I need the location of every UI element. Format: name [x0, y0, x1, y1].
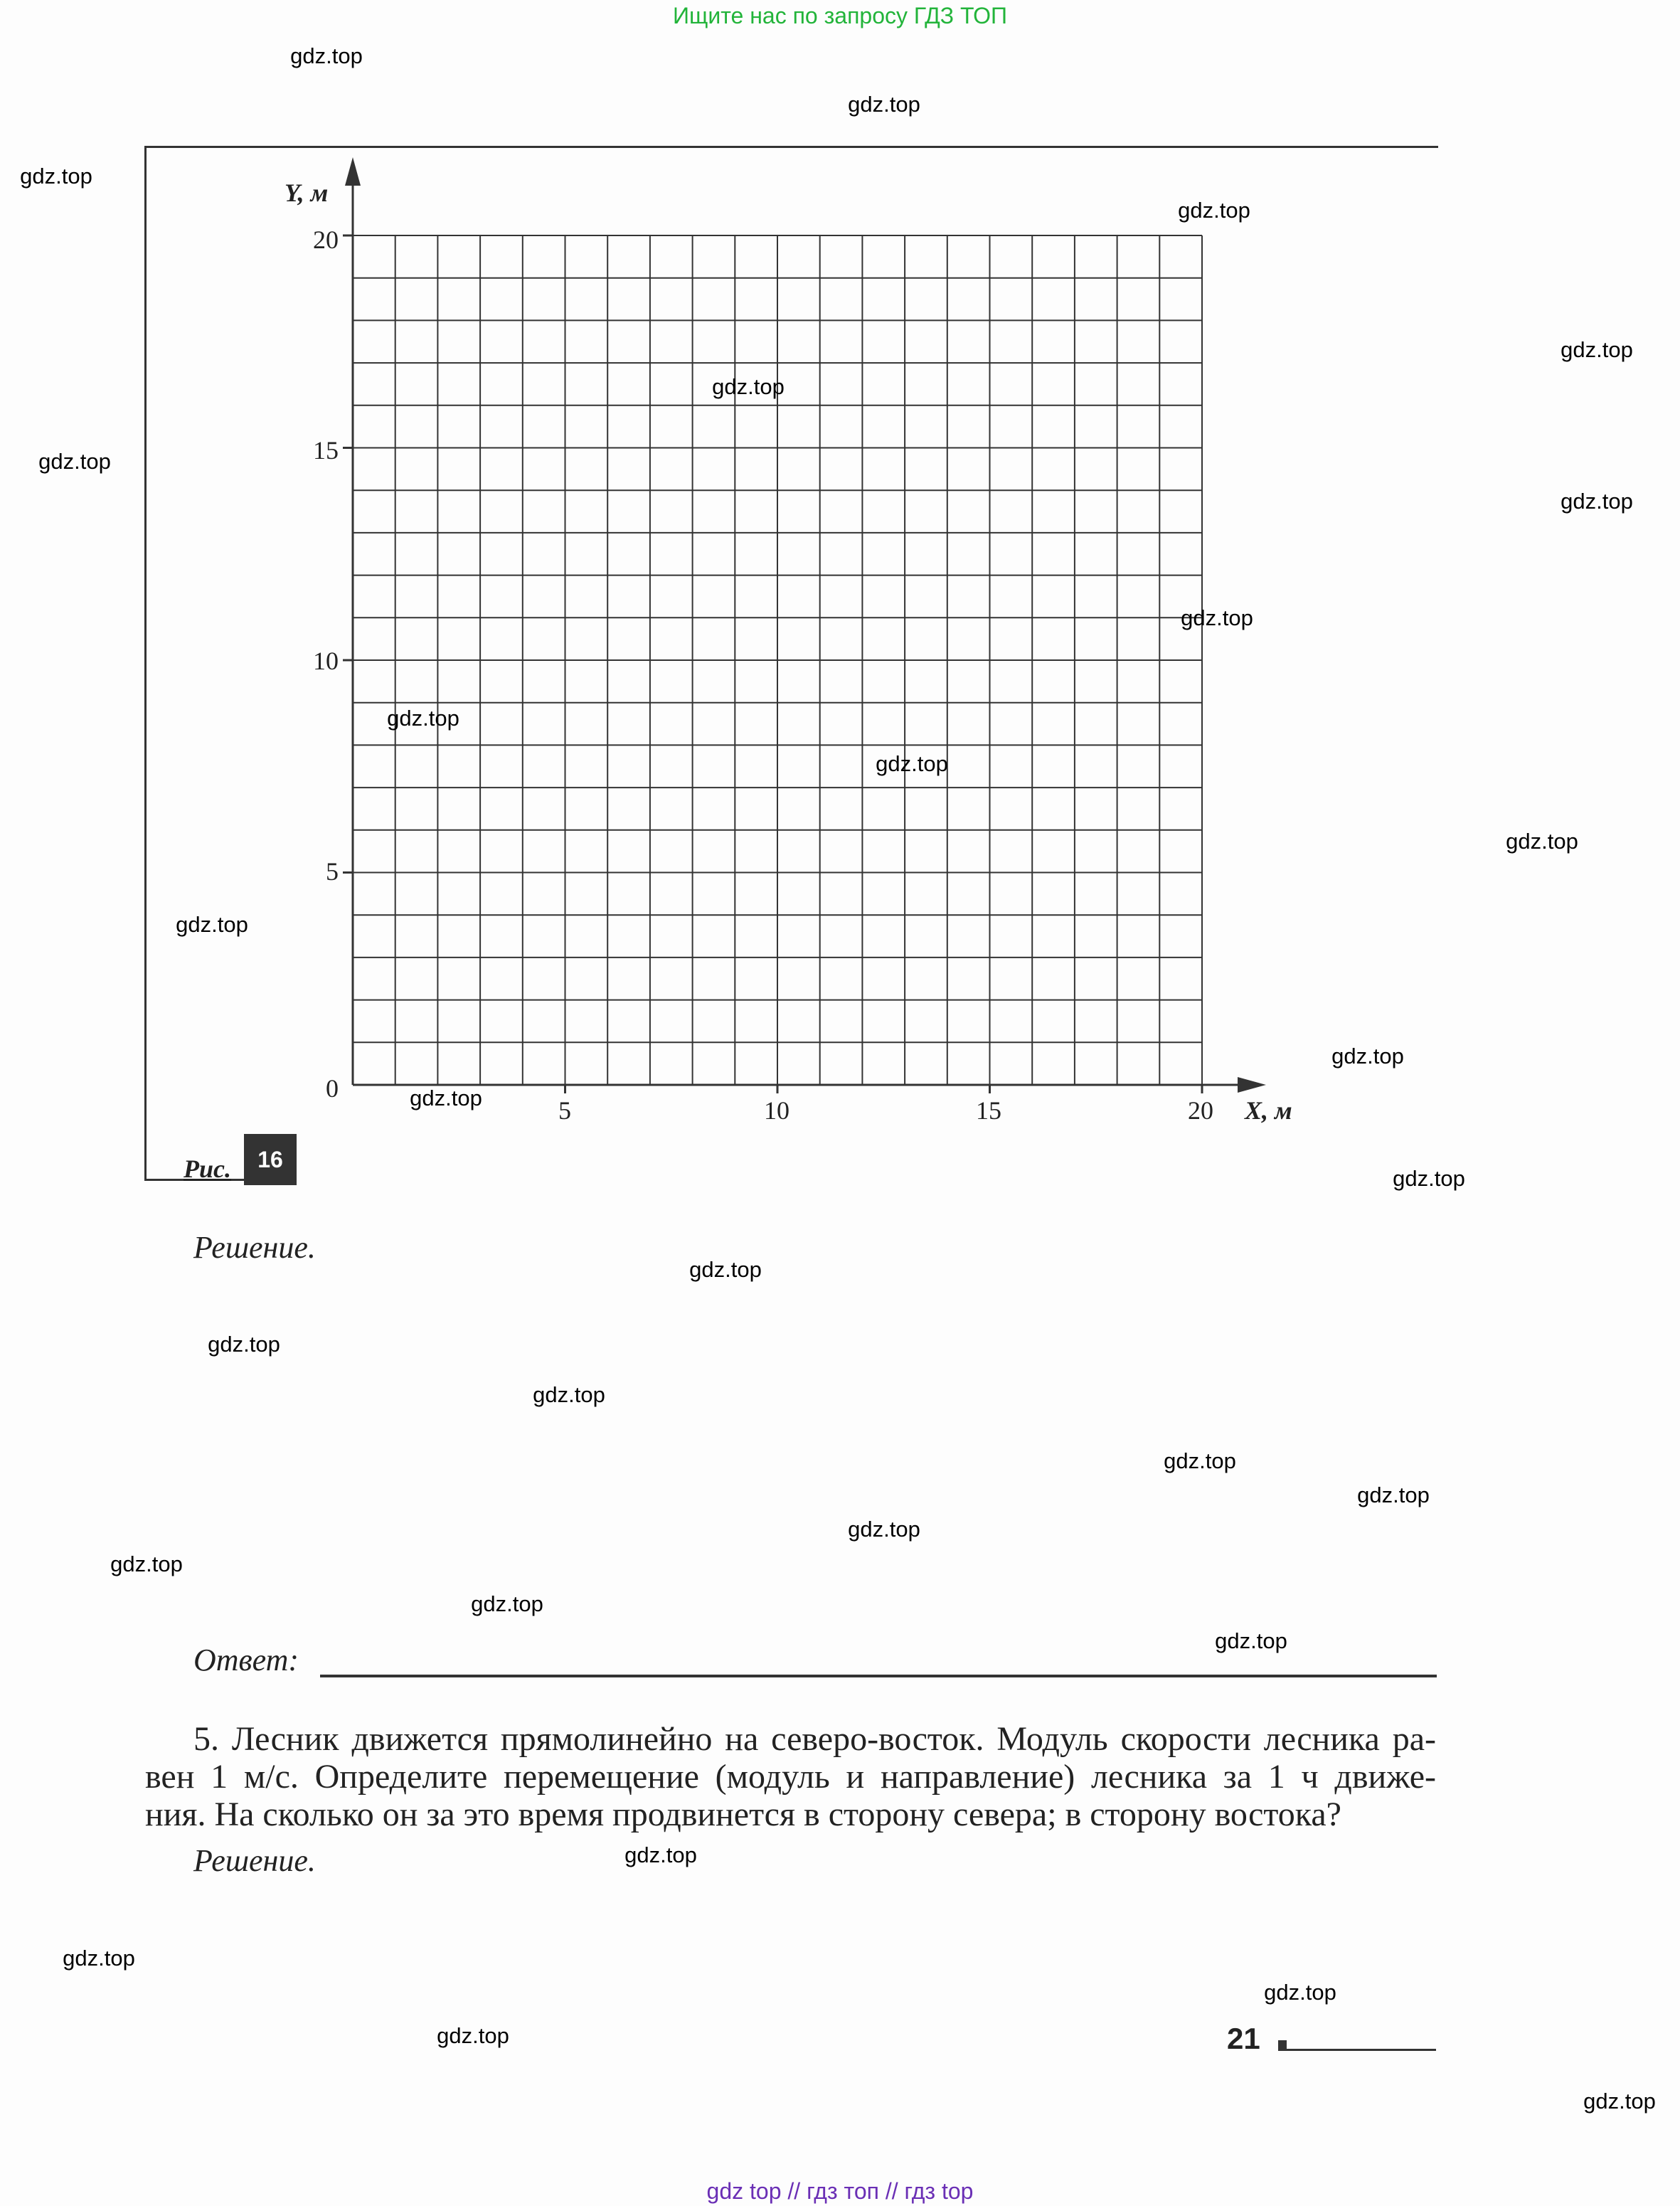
watermark: gdz.top — [471, 1591, 543, 1616]
y-tick-label: 15 — [313, 436, 339, 465]
watermark: gdz.top — [624, 1842, 697, 1867]
watermark: gdz.top — [20, 164, 92, 189]
answer-line — [320, 1675, 1437, 1677]
footer-links[interactable]: gdz top // гдз топ // гдз top — [706, 2178, 974, 2204]
y-tick-label: 5 — [326, 857, 339, 886]
y-axis-label: Y, м — [285, 179, 329, 207]
x-tick-label: 20 — [1188, 1096, 1213, 1125]
y-tick-label: 0 — [326, 1074, 339, 1103]
problem-line: ния. На сколько он за это время продвине… — [145, 1796, 1341, 1833]
figure-number-badge: 16 — [244, 1134, 297, 1185]
problem-line: вен 1 м/с. Определите перемещение (модул… — [145, 1758, 1436, 1796]
figure-caption: Рис. — [184, 1155, 231, 1183]
y-axis-arrow-icon — [345, 157, 361, 186]
watermark: gdz.top — [1264, 1980, 1336, 2005]
watermark: gdz.top — [712, 374, 785, 399]
page-number-line — [1278, 2049, 1436, 2051]
watermark: gdz.top — [208, 1332, 280, 1357]
watermark: gdz.top — [437, 2023, 509, 2048]
search-banner[interactable]: Ищите нас по запросу ГДЗ ТОП — [673, 3, 1007, 28]
watermark: gdz.top — [1178, 198, 1250, 223]
watermark: gdz.top — [1164, 1448, 1236, 1473]
watermark: gdz.top — [1393, 1166, 1465, 1191]
watermark: gdz.top — [1561, 337, 1633, 362]
page-mark — [1278, 2040, 1287, 2050]
frame-bottom-line — [144, 1179, 244, 1181]
watermark: gdz.top — [1215, 1628, 1287, 1653]
watermark: gdz.top — [1357, 1483, 1430, 1507]
x-tick-label: 10 — [764, 1096, 790, 1125]
x-axis-arrow-icon — [1238, 1077, 1266, 1093]
problem-line: 5. Лесник движется прямолинейно на север… — [193, 1720, 1436, 1758]
problem-5-text: 5. Лесник движется прямолинейно на север… — [145, 1720, 1436, 1833]
watermark: gdz.top — [689, 1257, 762, 1282]
watermark: gdz.top — [1181, 605, 1253, 630]
watermark: gdz.top — [410, 1086, 482, 1110]
x-tick-label: 5 — [558, 1096, 571, 1125]
frame-left-line — [144, 146, 147, 1181]
watermark: gdz.top — [848, 92, 920, 117]
frame-top-line — [145, 146, 1438, 148]
y-tick-label: 20 — [313, 226, 339, 254]
x-tick-label: 15 — [976, 1096, 1001, 1125]
coordinate-grid — [343, 157, 1266, 1093]
watermark: gdz.top — [1583, 2089, 1656, 2114]
watermark: gdz.top — [533, 1382, 605, 1407]
watermark: gdz.top — [1506, 829, 1578, 854]
watermark: gdz.top — [176, 912, 248, 937]
watermark: gdz.top — [63, 1946, 135, 1971]
watermark: gdz.top — [290, 43, 363, 68]
watermark: gdz.top — [387, 706, 459, 731]
watermark: gdz.top — [1561, 489, 1633, 514]
watermark: gdz.top — [38, 449, 111, 474]
answer-label: Ответ: — [193, 1643, 299, 1677]
x-axis-label: X, м — [1245, 1096, 1292, 1125]
watermark: gdz.top — [848, 1517, 920, 1542]
solution-label: Решение. — [193, 1230, 316, 1265]
y-tick-label: 10 — [313, 647, 339, 675]
solution-label-2: Решение. — [193, 1843, 316, 1878]
watermark: gdz.top — [876, 751, 948, 776]
watermark: gdz.top — [110, 1552, 183, 1576]
page-number: 21 — [1227, 2022, 1260, 2055]
watermark: gdz.top — [1331, 1044, 1404, 1068]
